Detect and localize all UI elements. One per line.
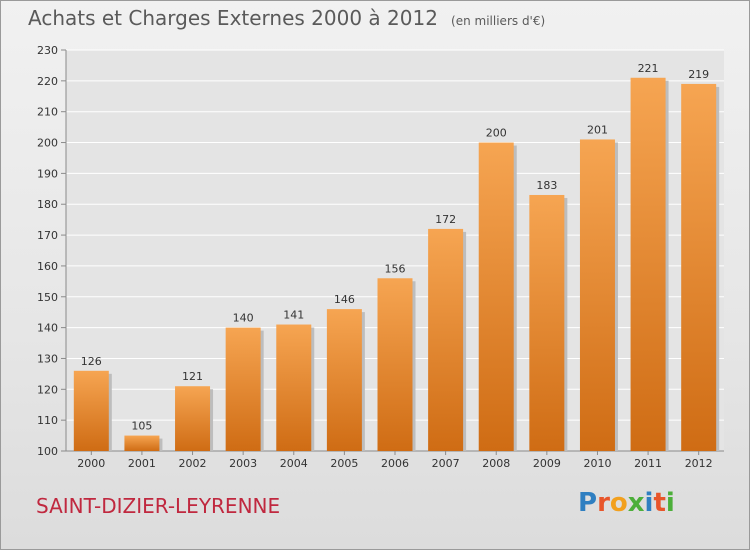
logo-letter: r xyxy=(597,488,610,518)
chart-title: Achats et Charges Externes 2000 à 2012 (… xyxy=(28,6,545,30)
x-tick-label: 2000 xyxy=(77,457,105,470)
x-tick-label: 2001 xyxy=(128,457,156,470)
y-tick-label: 210 xyxy=(37,106,58,119)
bar xyxy=(681,83,717,451)
y-tick-label: 110 xyxy=(37,414,58,427)
y-tick-label: 140 xyxy=(37,322,58,335)
bar xyxy=(225,327,261,451)
bar xyxy=(326,309,362,451)
y-tick-label: 150 xyxy=(37,291,58,304)
x-tick-label: 2009 xyxy=(533,457,561,470)
bar-value-label: 172 xyxy=(435,213,456,226)
y-tick-label: 170 xyxy=(37,229,58,242)
y-tick-label: 230 xyxy=(37,44,58,57)
proxiti-logo: Proxiti xyxy=(578,488,675,518)
bar xyxy=(276,324,312,451)
y-tick-label: 200 xyxy=(37,137,58,150)
bar-value-label: 146 xyxy=(334,293,355,306)
y-tick-label: 160 xyxy=(37,260,58,273)
bar-value-label: 140 xyxy=(233,312,254,325)
bar-value-label: 121 xyxy=(182,370,203,383)
x-tick-label: 2007 xyxy=(432,457,460,470)
bar-value-label: 183 xyxy=(536,179,557,192)
bar-value-label: 156 xyxy=(385,262,406,275)
x-tick-label: 2003 xyxy=(229,457,257,470)
bar xyxy=(377,278,413,451)
logo-letter: i xyxy=(644,488,654,518)
bar-value-label: 200 xyxy=(486,127,507,140)
x-tick-label: 2004 xyxy=(280,457,308,470)
unit-note: (en milliers d'€) xyxy=(451,14,546,28)
commune-name: SAINT-DIZIER-LEYRENNE xyxy=(36,494,281,518)
y-tick-label: 220 xyxy=(37,75,58,88)
bar-value-label: 126 xyxy=(81,355,102,368)
x-tick-label: 2006 xyxy=(381,457,409,470)
y-tick-label: 120 xyxy=(37,383,58,396)
chart-title-text: Achats et Charges Externes 2000 à 2012 xyxy=(28,6,438,30)
bar-value-label: 105 xyxy=(131,420,152,433)
y-tick-label: 130 xyxy=(37,352,58,365)
y-tick-label: 190 xyxy=(37,167,58,180)
bar xyxy=(73,370,109,451)
logo-letter: o xyxy=(609,488,628,518)
bar xyxy=(630,77,666,451)
bar-value-label: 201 xyxy=(587,123,608,136)
y-tick-label: 100 xyxy=(37,445,58,458)
bar-value-label: 141 xyxy=(283,309,304,322)
x-tick-label: 2011 xyxy=(634,457,662,470)
x-tick-label: 2010 xyxy=(583,457,611,470)
x-tick-label: 2002 xyxy=(179,457,207,470)
logo-letter: P xyxy=(578,488,598,518)
x-tick-label: 2005 xyxy=(330,457,358,470)
bar-value-label: 221 xyxy=(638,62,659,75)
bar xyxy=(579,139,615,451)
logo-letter: x xyxy=(627,488,645,518)
x-tick-label: 2008 xyxy=(482,457,510,470)
bar-value-label: 219 xyxy=(688,68,709,81)
bar xyxy=(124,435,160,451)
logo-letter: i xyxy=(665,488,675,518)
bar xyxy=(175,386,211,451)
x-tick-label: 2012 xyxy=(685,457,713,470)
y-tick-label: 180 xyxy=(37,198,58,211)
logo-letter: t xyxy=(653,488,666,518)
bar xyxy=(428,228,464,451)
bar xyxy=(529,194,565,451)
bar xyxy=(478,142,514,452)
